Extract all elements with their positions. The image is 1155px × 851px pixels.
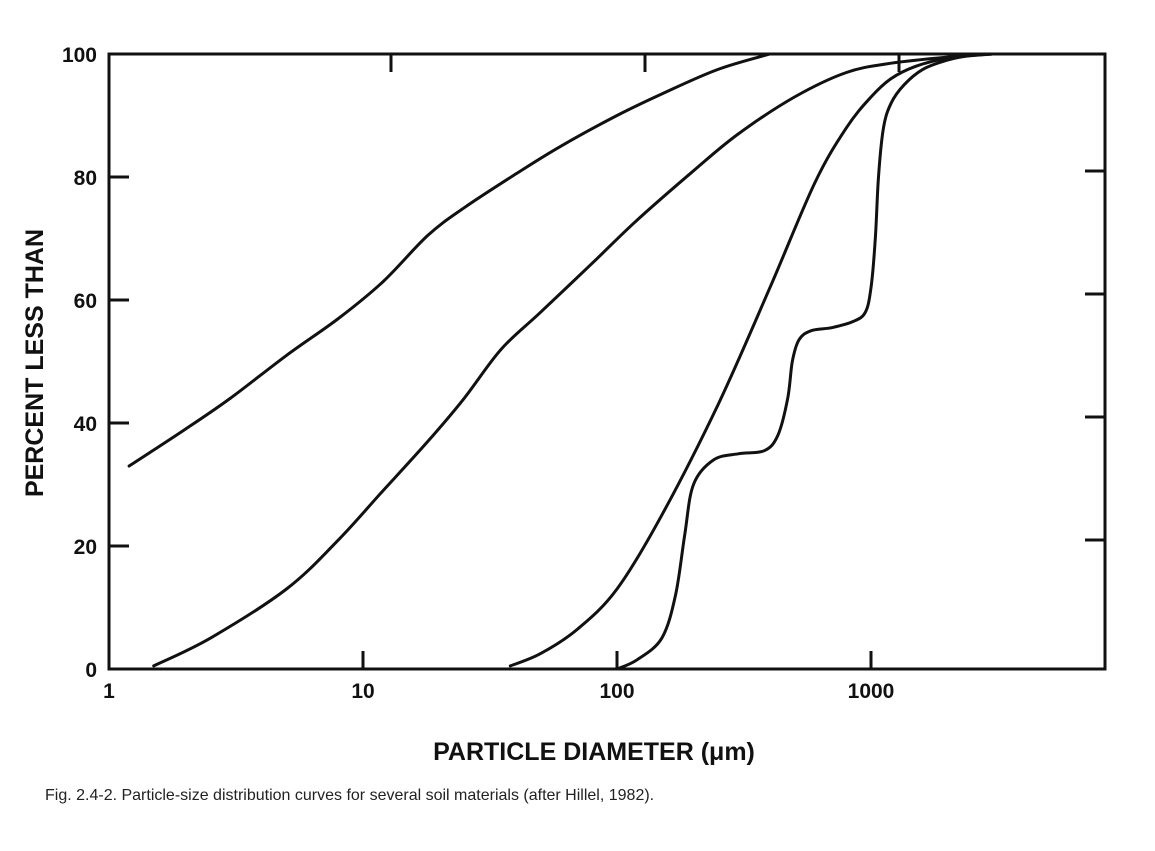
series-line-4 [615,52,994,671]
x-tick-label: 10 [351,680,374,703]
figure-caption: Fig. 2.4-2. Particle-size distribution c… [45,787,655,804]
series-line-2 [152,52,994,668]
particle-size-chart: 1 10 100 1000 0 20 40 60 80 100 PARTICLE DIAMETER… [21,44,1107,766]
x-tick-label: 1 [103,680,115,703]
x-axis-title: PARTICLE DIAMETER (μm) [433,738,755,766]
x-tick-label: 1000 [848,680,895,703]
plot-frame [107,52,1107,671]
series-line-1 [127,52,772,468]
y-tick-label: 60 [74,290,97,313]
y-tick-label: 20 [74,536,97,559]
y-tick-label: 40 [74,413,97,436]
series-line-3 [508,52,994,668]
x-tick-label: 100 [599,680,634,703]
y-axis-title: PERCENT LESS THAN [21,229,49,497]
y-tick-label: 100 [62,44,97,67]
y-tick-label: 0 [85,659,97,682]
y-tick-label: 80 [74,167,97,190]
